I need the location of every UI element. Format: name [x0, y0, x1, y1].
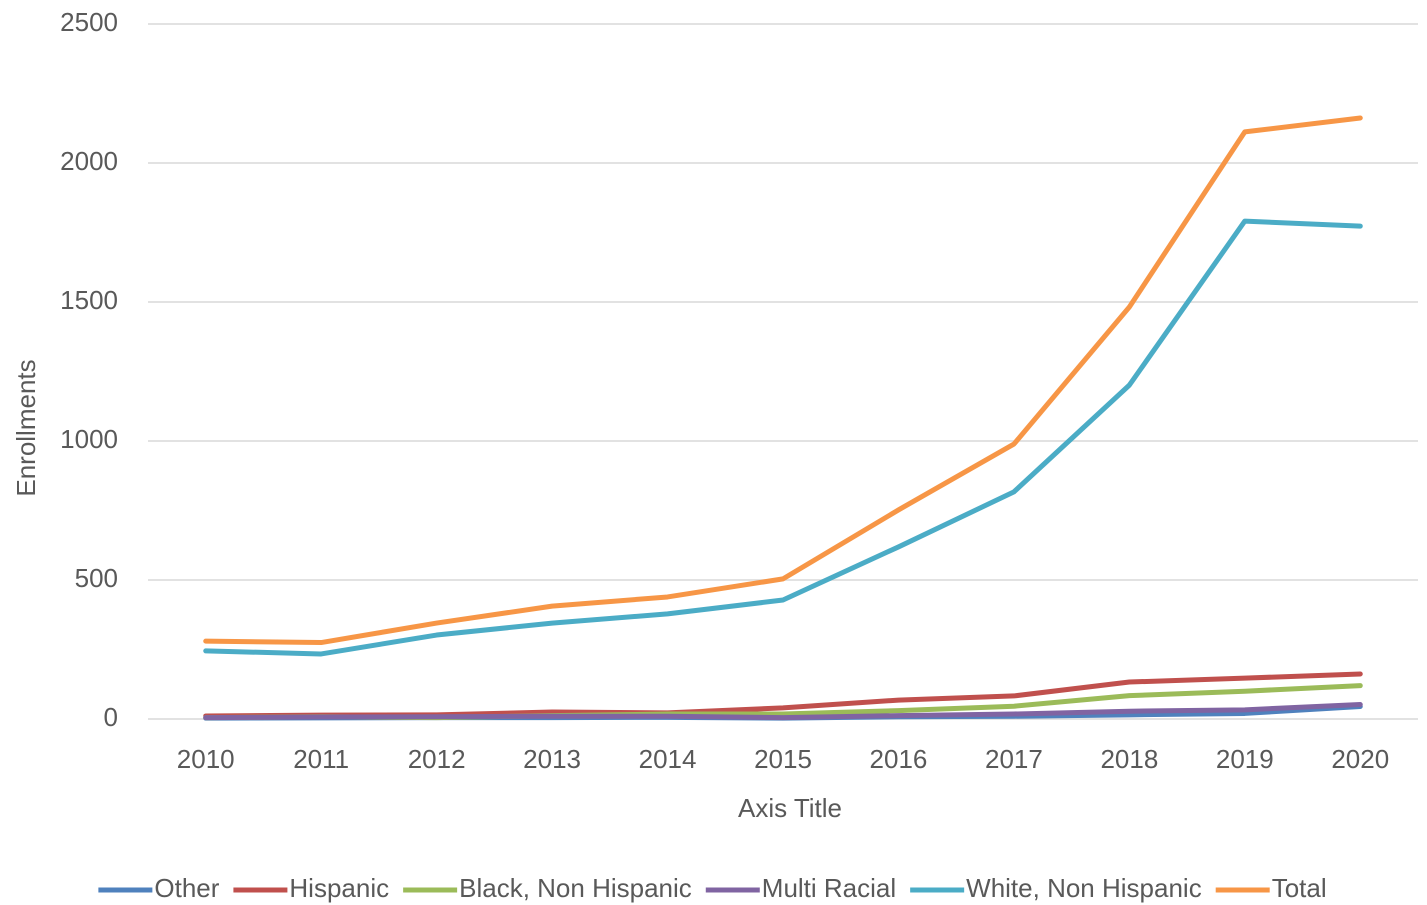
line-series [203, 218, 1363, 657]
x-tick-label: 2016 [870, 744, 928, 774]
line-series [203, 702, 1363, 721]
x-tick-label: 2015 [754, 744, 812, 774]
x-tick-label: 2010 [177, 744, 235, 774]
y-tick-label: 2500 [60, 7, 118, 37]
legend-label: Other [154, 873, 219, 903]
legend-label: Hispanic [289, 873, 389, 903]
legend-label: White, Non Hispanic [966, 873, 1202, 903]
x-tick-label: 2020 [1331, 744, 1389, 774]
y-tick-label: 500 [75, 563, 118, 593]
x-tick-label: 2011 [293, 744, 349, 774]
line-series [203, 115, 1363, 646]
legend-label: Black, Non Hispanic [459, 873, 692, 903]
y-tick-label: 1500 [60, 285, 118, 315]
x-tick-label: 2017 [985, 744, 1043, 774]
x-tick-label: 2019 [1216, 744, 1274, 774]
y-axis-title: Enrollments [11, 359, 41, 496]
legend-label: Multi Racial [762, 873, 896, 903]
y-tick-label: 2000 [60, 146, 118, 176]
x-tick-label: 2012 [408, 744, 466, 774]
x-tick-label: 2013 [523, 744, 581, 774]
x-axis-title: Axis Title [738, 793, 842, 823]
legend-label: Total [1272, 873, 1327, 903]
x-tick-label: 2018 [1100, 744, 1158, 774]
x-tick-label: 2014 [639, 744, 697, 774]
y-tick-label: 1000 [60, 424, 118, 454]
y-tick-label: 0 [104, 702, 118, 732]
